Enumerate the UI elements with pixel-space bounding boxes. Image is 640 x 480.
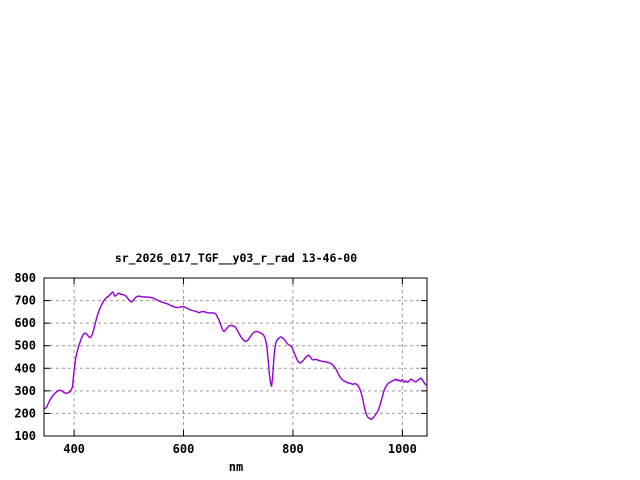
x-tick-label: 800 [282, 442, 304, 456]
y-tick-label: 800 [14, 271, 36, 285]
y-tick-label: 300 [14, 384, 36, 398]
tick-labels: 100 200 300 400 500 600 700 800 400 600 800 1000 [14, 271, 417, 456]
grid-lines [44, 278, 427, 436]
plot-border [43, 277, 428, 437]
y-tick-label: 400 [14, 361, 36, 375]
x-tick-label: 600 [173, 442, 195, 456]
x-tick-label: 400 [63, 442, 85, 456]
data-line [44, 291, 428, 420]
chart-title: sr_2026_017_TGF__y03_r_rad 13-46-00 [114, 251, 358, 265]
x-tick-label: 1000 [388, 442, 417, 456]
y-tick-label: 700 [14, 294, 36, 308]
y-tick-label: 100 [14, 429, 36, 443]
x-axis-label: nm [228, 460, 244, 474]
axis-ticks [44, 277, 427, 437]
y-tick-label: 200 [14, 406, 36, 420]
y-tick-label: 600 [14, 316, 36, 330]
y-tick-label: 500 [14, 339, 36, 353]
